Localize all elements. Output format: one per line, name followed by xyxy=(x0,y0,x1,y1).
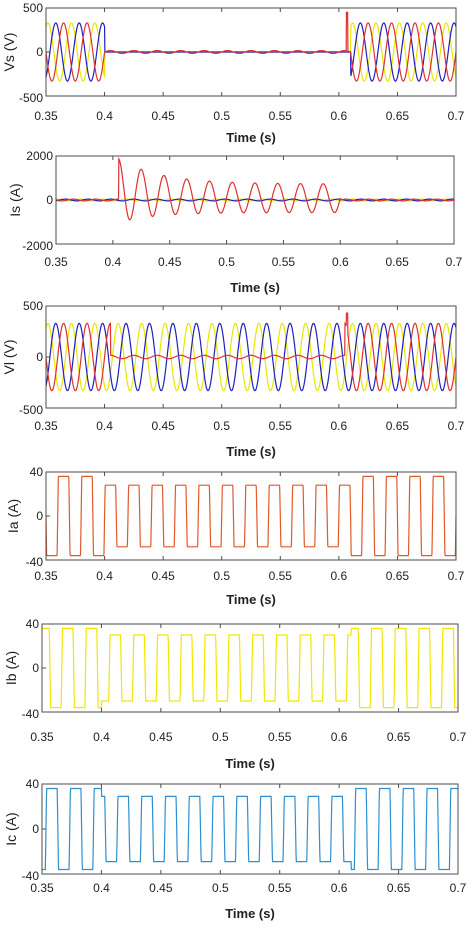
x-tick-label: 0.5 xyxy=(218,255,235,269)
x-tick-label: 0.35 xyxy=(34,569,58,583)
x-tick-label: 0.5 xyxy=(212,730,229,744)
y-tick-label: -500 xyxy=(19,403,43,417)
x-tick-label: 0.6 xyxy=(331,419,348,433)
x-tick-label: 0.7 xyxy=(448,419,465,433)
x-tick-label: 0.7 xyxy=(450,730,467,744)
plot-area xyxy=(42,787,458,871)
y-axis-label: Ia (A) xyxy=(5,499,21,533)
plot-area xyxy=(46,11,456,82)
y-tick-label: -2000 xyxy=(22,239,53,253)
x-tick-label: 0.6 xyxy=(331,109,348,123)
x-axis-label: Time (s) xyxy=(226,130,276,145)
x-axis-label: Time (s) xyxy=(230,280,280,295)
y-axis-label: Is (A) xyxy=(7,183,23,216)
x-tick-label: 0.45 xyxy=(151,569,175,583)
y-tick-label: 40 xyxy=(30,465,44,479)
x-tick-label: 0.55 xyxy=(268,881,292,895)
x-tick-label: 0.6 xyxy=(331,881,348,895)
x-axis-label: Time (s) xyxy=(226,592,276,607)
x-tick-label: 0.5 xyxy=(213,109,230,123)
x-tick-label: 0.6 xyxy=(331,569,348,583)
x-tick-label: 0.65 xyxy=(386,569,410,583)
y-axis-label: Vs (V) xyxy=(1,33,17,72)
x-tick-label: 0.4 xyxy=(96,419,113,433)
x-tick-label: 0.45 xyxy=(149,881,173,895)
x-tick-label: 0.7 xyxy=(450,881,467,895)
x-tick-label: 0.65 xyxy=(386,109,410,123)
y-tick-label: -40 xyxy=(22,707,40,721)
plot-area xyxy=(46,312,456,392)
y-tick-label: -40 xyxy=(26,555,44,569)
series-line-3 xyxy=(46,312,456,392)
x-tick-label: 0.35 xyxy=(34,109,58,123)
x-tick-label: 0.45 xyxy=(151,109,175,123)
y-tick-label: 2000 xyxy=(26,149,53,163)
y-axis-label: Ic (A) xyxy=(3,812,19,845)
series-line-1 xyxy=(46,475,456,557)
x-tick-label: 0.4 xyxy=(96,109,113,123)
x-tick-label: 0.6 xyxy=(331,730,348,744)
y-axis-label: Ib (A) xyxy=(3,651,19,685)
x-tick-label: 0.5 xyxy=(213,419,230,433)
panel-2: 0.35 0.4 0.45 0.5 0.55 0.6 0.65 0.7 -2000 0 2000 Ti… xyxy=(7,149,463,295)
x-tick-label: 0.35 xyxy=(34,419,58,433)
series-line-3 xyxy=(56,156,454,221)
series-line-3 xyxy=(46,11,456,82)
x-axis-label: Time (s) xyxy=(226,444,276,459)
x-tick-label: 0.35 xyxy=(30,730,54,744)
x-tick-label: 0.45 xyxy=(149,730,173,744)
x-tick-label: 0.45 xyxy=(151,419,175,433)
x-tick-label: 0.7 xyxy=(448,109,465,123)
x-tick-label: 0.5 xyxy=(212,881,229,895)
x-tick-label: 0.65 xyxy=(387,881,411,895)
x-tick-label: 0.6 xyxy=(332,255,349,269)
x-tick-label: 0.55 xyxy=(272,255,296,269)
x-tick-label: 0.65 xyxy=(385,255,409,269)
x-tick-label: 0.55 xyxy=(269,569,293,583)
x-tick-label: 0.7 xyxy=(446,255,463,269)
plot-area xyxy=(46,475,456,557)
y-tick-label: 40 xyxy=(26,617,40,631)
x-axis-label: Time (s) xyxy=(225,756,275,771)
series-line-1 xyxy=(42,627,458,709)
plot-area xyxy=(42,627,458,709)
y-tick-label: -40 xyxy=(22,869,40,883)
y-tick-label: 0 xyxy=(36,45,43,59)
panel-4: 0.35 0.4 0.45 0.5 0.55 0.6 0.65 0.7 -40 0 40 Time (… xyxy=(5,465,465,607)
y-axis-label: Vl (V) xyxy=(1,340,17,375)
y-tick-label: 0 xyxy=(46,193,53,207)
x-tick-label: 0.55 xyxy=(269,419,293,433)
x-tick-label: 0.4 xyxy=(93,881,110,895)
x-tick-label: 0.5 xyxy=(213,569,230,583)
panel-5: 0.35 0.4 0.45 0.5 0.55 0.6 0.65 0.7 -40 0 40 Time (… xyxy=(3,617,467,771)
x-tick-label: 0.4 xyxy=(105,255,122,269)
x-axis-label: Time (s) xyxy=(225,906,275,921)
plot-area xyxy=(56,156,454,221)
y-tick-label: 0 xyxy=(32,661,39,675)
x-tick-label: 0.45 xyxy=(158,255,182,269)
axes-frame xyxy=(45,305,457,409)
x-tick-label: 0.65 xyxy=(387,730,411,744)
y-tick-label: 500 xyxy=(23,1,43,15)
panel-1: 0.35 0.4 0.45 0.5 0.55 0.6 0.65 0.7 -500 0 500 Time… xyxy=(1,1,465,145)
x-tick-label: 0.55 xyxy=(268,730,292,744)
y-tick-label: 0 xyxy=(36,509,43,523)
x-tick-label: 0.35 xyxy=(30,881,54,895)
x-tick-label: 0.65 xyxy=(386,419,410,433)
series-line-1 xyxy=(42,787,458,871)
y-tick-label: 40 xyxy=(26,777,40,791)
y-tick-label: -500 xyxy=(19,91,43,105)
y-tick-label: 500 xyxy=(23,299,43,313)
panel-3: 0.35 0.4 0.45 0.5 0.55 0.6 0.65 0.7 -500 0 500 Time… xyxy=(1,299,465,459)
x-tick-label: 0.35 xyxy=(44,255,68,269)
panel-6: 0.35 0.4 0.45 0.5 0.55 0.6 0.65 0.7 -40 0 40 Time (… xyxy=(3,777,467,921)
y-tick-label: 0 xyxy=(32,822,39,836)
x-tick-label: 0.55 xyxy=(269,109,293,123)
x-tick-label: 0.4 xyxy=(93,730,110,744)
x-tick-label: 0.4 xyxy=(96,569,113,583)
y-tick-label: 0 xyxy=(36,350,43,364)
x-tick-label: 0.7 xyxy=(448,569,465,583)
